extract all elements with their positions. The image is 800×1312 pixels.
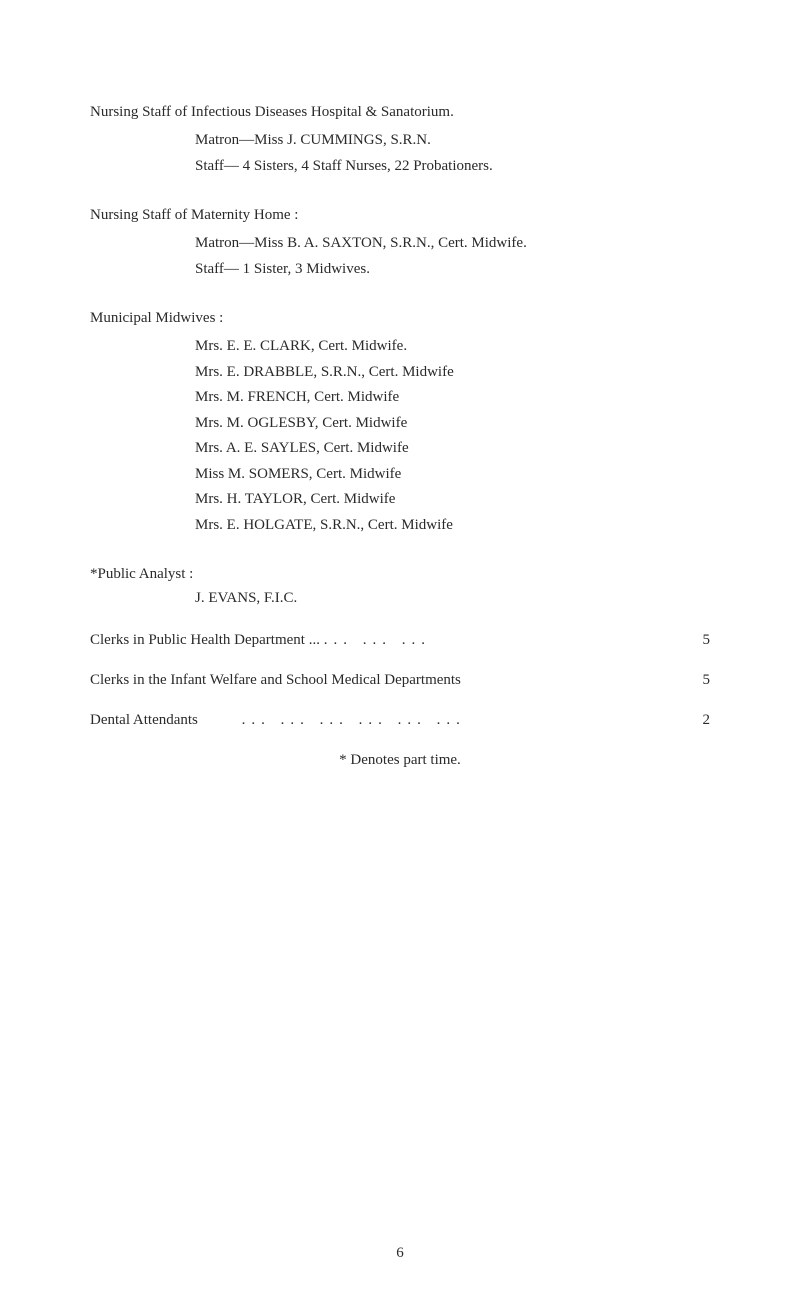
section-header: Nursing Staff of Infectious Diseases Hos…: [90, 100, 710, 124]
count-value: 2: [680, 708, 710, 732]
section-header: *Public Analyst :: [90, 562, 710, 586]
midwife-entry: Mrs. E. DRABBLE, S.R.N., Cert. Midwife: [90, 360, 710, 386]
dental-attendants-line: Dental Attendants ... ... ... ... ... ..…: [90, 708, 710, 732]
dots: ... ... ...: [324, 632, 431, 648]
midwife-entry: Mrs. M. FRENCH, Cert. Midwife: [90, 385, 710, 411]
midwife-entry: Mrs. M. OGLESBY, Cert. Midwife: [90, 411, 710, 437]
matron-line: Matron—Miss J. CUMMINGS, S.R.N.: [90, 128, 710, 154]
public-analyst-section: *Public Analyst : J. EVANS, F.I.C.: [90, 562, 710, 612]
section-header: Nursing Staff of Maternity Home :: [90, 203, 710, 227]
clerks-infant-welfare-line: Clerks in the Infant Welfare and School …: [90, 668, 710, 692]
count-label: Clerks in the Infant Welfare and School …: [90, 668, 680, 692]
analyst-name: J. EVANS, F.I.C.: [90, 586, 710, 612]
nursing-staff-infectious-section: Nursing Staff of Infectious Diseases Hos…: [90, 100, 710, 179]
count-value: 5: [680, 628, 710, 652]
clerks-public-health-line: Clerks in Public Health Department ... .…: [90, 628, 710, 652]
midwife-entry: Mrs. E. E. CLARK, Cert. Midwife.: [90, 334, 710, 360]
label-text: Clerks in Public Health Department ...: [90, 632, 320, 648]
staff-line: Staff— 4 Sisters, 4 Staff Nurses, 22 Pro…: [90, 154, 710, 180]
midwife-entry: Mrs. H. TAYLOR, Cert. Midwife: [90, 487, 710, 513]
count-label: Dental Attendants ... ... ... ... ... ..…: [90, 708, 680, 732]
nursing-staff-maternity-section: Nursing Staff of Maternity Home : Matron…: [90, 203, 710, 282]
page-number: 6: [396, 1245, 404, 1262]
midwife-entry: Mrs. E. HOLGATE, S.R.N., Cert. Midwife: [90, 513, 710, 539]
footnote: * Denotes part time.: [90, 752, 710, 769]
label-text: Dental Attendants: [90, 712, 198, 728]
midwife-entry: Miss M. SOMERS, Cert. Midwife: [90, 462, 710, 488]
count-label: Clerks in Public Health Department ... .…: [90, 628, 680, 652]
staff-line: Staff— 1 Sister, 3 Midwives.: [90, 257, 710, 283]
dots: ... ... ... ... ... ...: [242, 712, 466, 728]
count-value: 5: [680, 668, 710, 692]
matron-line: Matron—Miss B. A. SAXTON, S.R.N., Cert. …: [90, 231, 710, 257]
midwife-entry: Mrs. A. E. SAYLES, Cert. Midwife: [90, 436, 710, 462]
municipal-midwives-section: Municipal Midwives : Mrs. E. E. CLARK, C…: [90, 306, 710, 538]
section-header: Municipal Midwives :: [90, 306, 710, 330]
